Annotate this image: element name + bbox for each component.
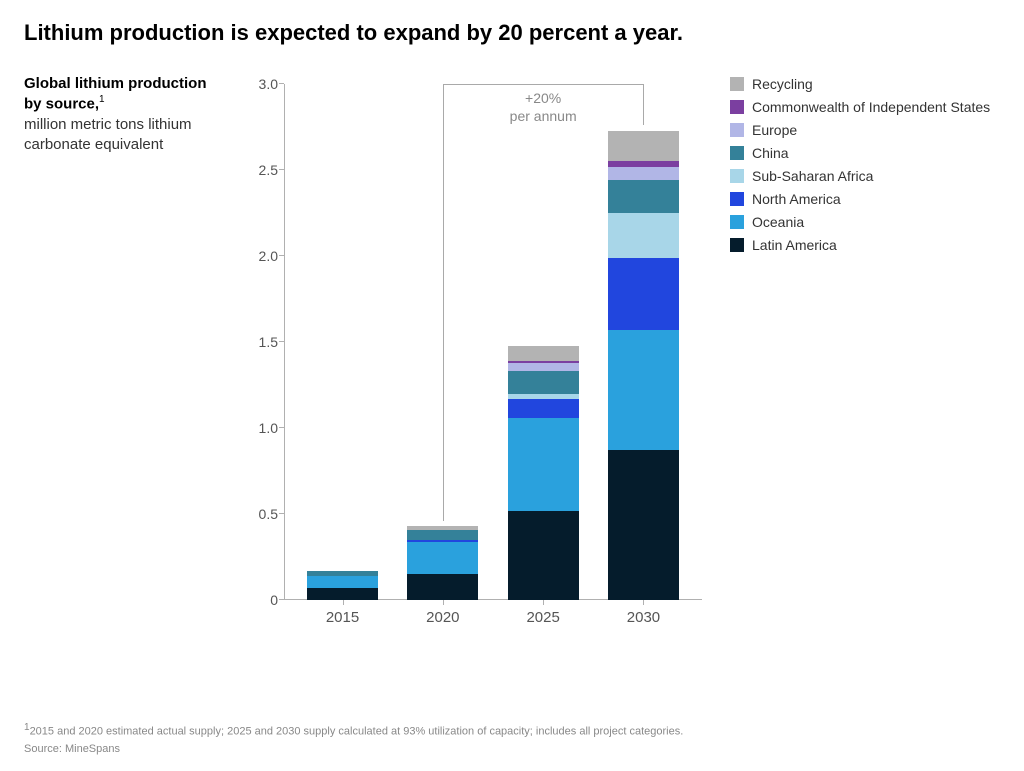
y-tick-mark [279,513,284,514]
bar-segment [608,180,679,213]
legend-swatch [730,169,744,183]
bar-segment [508,363,579,372]
legend: Recycling Commonwealth of Independent Sta… [730,74,1000,634]
legend-label: Latin America [752,237,837,253]
legend-swatch [730,100,744,114]
y-tick-mark [279,255,284,256]
y-tick-label: 2.5 [242,162,278,178]
legend-label: North America [752,191,841,207]
content-row: Global lithium production by source,1 mi… [24,74,1000,634]
bar-segment [608,167,679,181]
annotation-bracket [443,84,644,85]
bar-segment [508,399,579,418]
y-tick-label: 1.0 [242,420,278,436]
source-text: Source: MineSpans [24,741,1000,758]
annotation-leg [643,84,644,125]
legend-label: Commonwealth of Independent States [752,99,990,115]
legend-item: Oceania [730,214,1000,230]
legend-label: China [752,145,789,161]
y-tick-label: 0 [242,592,278,608]
bar-segment [608,131,679,162]
legend-item: Sub-Saharan Africa [730,168,1000,184]
bar-segment [407,574,478,600]
legend-swatch [730,192,744,206]
chart-title: Lithium production is expected to expand… [24,20,1000,46]
legend-item: China [730,145,1000,161]
annotation-text: +20%per annum [443,89,644,125]
bar [508,345,579,600]
subtitle-bold: Global lithium production by source, [24,75,206,113]
legend-swatch [730,215,744,229]
legend-swatch [730,123,744,137]
x-tick-label: 2020 [426,609,459,626]
footnote-text: 2015 and 2020 estimated actual supply; 2… [30,726,684,738]
legend-item: Recycling [730,76,1000,92]
chart-column: 0 0.5 1.0 1.5 2.0 2.5 3.0 2015 2020 2025 2030 +20%p… [242,74,712,634]
legend-item: Latin America [730,237,1000,253]
bar-segment [407,530,478,540]
y-tick-mark [279,169,284,170]
legend-label: Oceania [752,214,804,230]
y-tick-label: 2.0 [242,248,278,264]
bar-segment [508,371,579,393]
legend-label: Europe [752,122,797,138]
bar [608,130,679,600]
legend-swatch [730,238,744,252]
y-tick-mark [279,83,284,84]
x-tick-label: 2025 [526,609,559,626]
bar [307,571,378,600]
bar-segment [608,330,679,450]
subtitle-light: million metric tons lithium carbonate eq… [24,115,224,156]
y-axis-line [284,84,285,600]
subtitle-footnote-marker: 1 [99,94,105,105]
legend-item: North America [730,191,1000,207]
y-tick-label: 3.0 [242,76,278,92]
subtitle-column: Global lithium production by source,1 mi… [24,74,224,634]
legend-swatch [730,146,744,160]
x-tick-mark [643,600,644,605]
bar-segment [608,213,679,258]
y-tick-mark [279,341,284,342]
legend-item: Europe [730,122,1000,138]
chart-area: 0 0.5 1.0 1.5 2.0 2.5 3.0 2015 2020 2025 2030 +20%p… [242,74,712,634]
bar-segment [508,346,579,361]
bar-segment [608,450,679,600]
chart-plot: 00.51.01.52.02.53.02015202020252030+20%p… [284,84,702,600]
x-tick-label: 2015 [326,609,359,626]
y-tick-label: 1.5 [242,334,278,350]
annotation-leg [443,84,444,521]
legend-swatch [730,77,744,91]
bar-segment [508,418,579,511]
x-tick-mark [343,600,344,605]
footnotes: 12015 and 2020 estimated actual supply; … [24,720,1000,757]
legend-item: Commonwealth of Independent States [730,99,1000,115]
bar-segment [307,588,378,600]
bar-segment [508,511,579,600]
bar-segment [307,576,378,588]
x-tick-label: 2030 [627,609,660,626]
y-tick-mark [279,427,284,428]
legend-label: Sub-Saharan Africa [752,168,873,184]
x-tick-mark [443,600,444,605]
x-tick-mark [543,600,544,605]
bar-segment [407,542,478,575]
y-tick-mark [279,599,284,600]
bar-segment [608,258,679,330]
bar [407,526,478,600]
legend-label: Recycling [752,76,813,92]
y-tick-label: 0.5 [242,506,278,522]
